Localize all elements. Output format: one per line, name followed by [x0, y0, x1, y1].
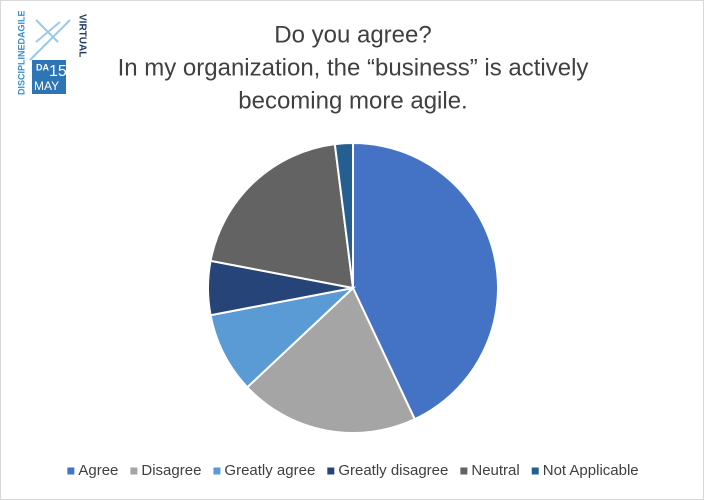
legend-label: Disagree — [141, 462, 201, 479]
pie-slice — [245, 286, 417, 434]
chart-title: In my organization, the “business” is ac… — [118, 54, 589, 81]
legend-label: Neutral — [471, 462, 519, 479]
logo-event: VIRTUAL — [76, 14, 87, 57]
legend-label: Greatly disagree — [338, 462, 448, 479]
pie-slice — [352, 141, 499, 421]
chart-title: Do you agree? — [274, 21, 431, 48]
legend-label: Greatly agree — [224, 462, 315, 479]
legend-swatch — [67, 467, 75, 475]
logo-badge-box — [32, 60, 66, 94]
legend-swatch — [213, 467, 221, 475]
legend-swatch — [130, 467, 138, 475]
pie-slice — [333, 141, 354, 289]
legend-label: Agree — [78, 462, 118, 479]
logo-day: 15 — [49, 63, 67, 80]
legend-label: Not Applicable — [543, 462, 639, 479]
chart-title: becoming more agile. — [238, 87, 467, 114]
pie-slice — [209, 286, 357, 389]
legend-swatch — [460, 467, 468, 475]
legend-swatch — [531, 467, 539, 475]
logo-brand: DISCIPLINEDAGILE — [16, 10, 26, 95]
logo-arrows — [29, 19, 71, 61]
pie-slice — [209, 143, 355, 290]
logo-month: MAY — [34, 79, 59, 93]
legend-swatch — [327, 467, 335, 475]
logo: DISCIPLINEDAGILE VIRTUAL DA 15 MAY — [16, 10, 87, 95]
logo-badge: DA — [36, 62, 49, 72]
